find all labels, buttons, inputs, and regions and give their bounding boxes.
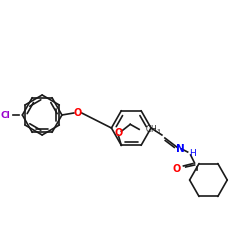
Text: O: O — [114, 128, 122, 138]
Text: O: O — [173, 164, 181, 174]
Text: Cl: Cl — [1, 110, 10, 120]
Text: H: H — [189, 148, 196, 158]
Text: CH$_3$: CH$_3$ — [145, 123, 161, 136]
Text: O: O — [74, 108, 82, 118]
Text: N: N — [176, 144, 185, 154]
